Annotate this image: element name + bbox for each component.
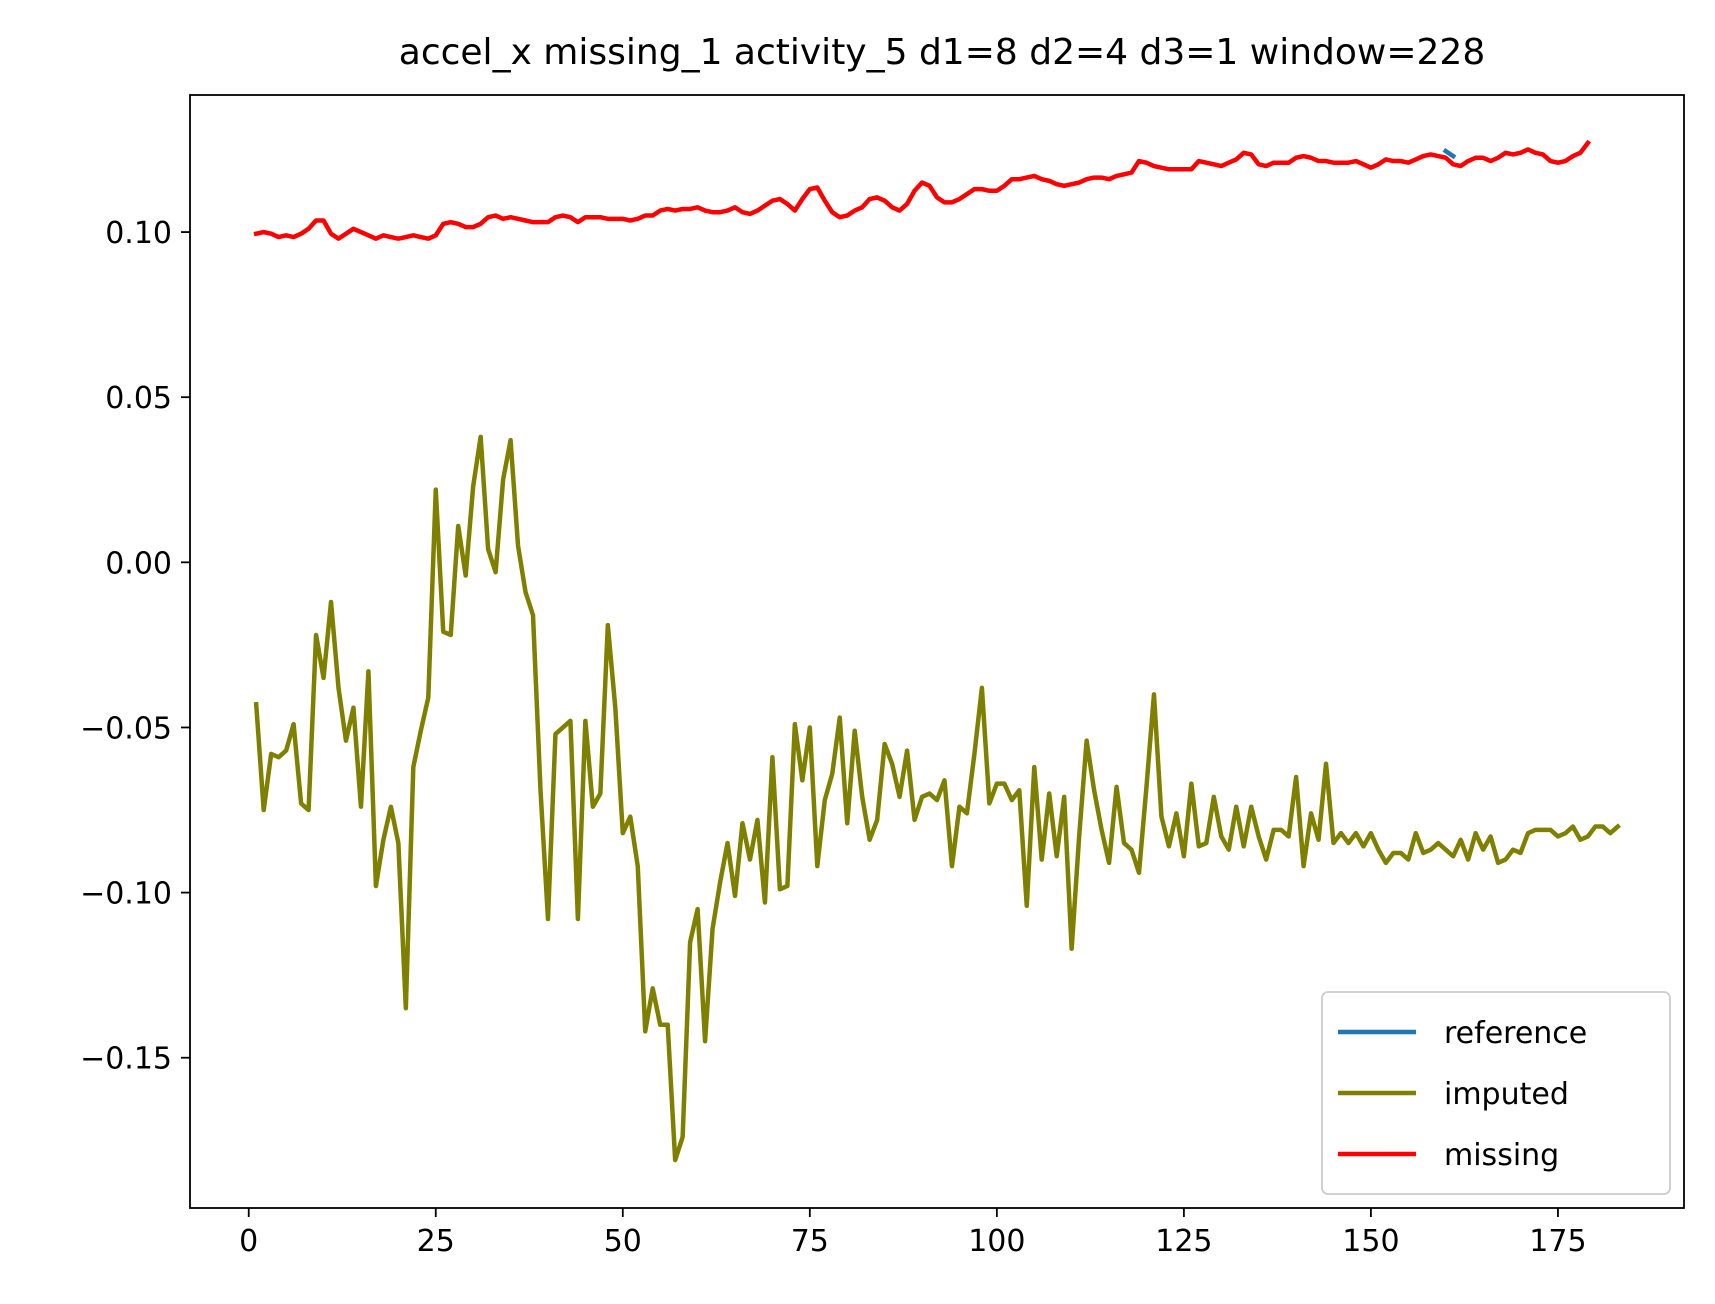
legend-label-reference: reference: [1444, 1016, 1587, 1051]
y-tick-label: 0.10: [105, 216, 172, 251]
series-line-reference: [1442, 148, 1457, 160]
x-tick-label: 150: [1342, 1224, 1399, 1259]
legend-label-missing: missing: [1444, 1138, 1559, 1173]
x-tick-label: 125: [1155, 1224, 1212, 1259]
plot-frame: [189, 94, 1685, 1209]
axes-layer: 0 25 50 75 100 125 150 175 −0.15 −0.10 −0.05 0.00 0.…: [80, 94, 1685, 1259]
series-line-imputed: [253, 434, 1621, 1163]
y-tick-label: −0.05: [80, 711, 172, 746]
y-tick-label: 0.05: [105, 381, 172, 416]
y-tick-label: 0.00: [105, 546, 172, 581]
legend-box: [1321, 991, 1671, 1195]
x-tick-label: 100: [968, 1224, 1025, 1259]
y-tick-label: −0.10: [80, 877, 172, 912]
legend: reference imputed missing: [1321, 991, 1671, 1195]
y-tick-label: −0.15: [80, 1042, 172, 1077]
x-tick-label: 175: [1529, 1224, 1586, 1259]
series-layer: [253, 139, 1621, 1163]
x-tick-label: 50: [604, 1224, 642, 1259]
x-tick-label: 25: [417, 1224, 455, 1259]
x-tick-label: 0: [239, 1224, 258, 1259]
legend-label-imputed: imputed: [1444, 1077, 1569, 1112]
x-tick-label: 75: [791, 1224, 829, 1259]
chart-title: accel_x missing_1 activity_5 d1=8 d2=4 d…: [399, 32, 1485, 73]
series-line-missing: [253, 139, 1592, 241]
